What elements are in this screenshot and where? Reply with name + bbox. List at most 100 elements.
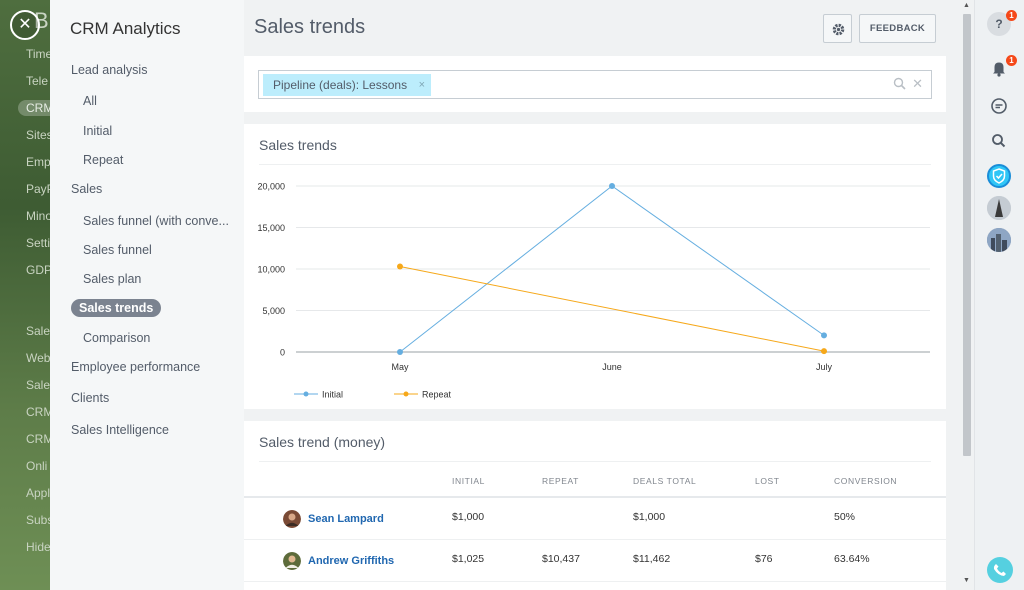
close-slider-button[interactable]: ✕: [10, 10, 40, 40]
background-app-sidebar: Bit Time Tele CRM Sites Emp PayP Mino Se…: [0, 0, 50, 590]
search-button[interactable]: [987, 129, 1011, 153]
legend-marker-repeat: [403, 391, 409, 397]
card-divider: [259, 164, 931, 165]
bg-menu-item: Hide: [26, 540, 50, 554]
settings-button[interactable]: [823, 14, 852, 43]
bg-menu-item: Sale: [26, 378, 50, 392]
vertical-scrollbar[interactable]: ▲ ▼: [960, 0, 974, 590]
x-tick-label: July: [816, 362, 833, 372]
bg-menu-item: Emp: [26, 155, 50, 169]
filter-tag-remove-icon[interactable]: ×: [418, 79, 426, 91]
avatar[interactable]: [283, 510, 301, 528]
nav-item-repeat[interactable]: Repeat: [83, 153, 124, 167]
column-header-lost[interactable]: LOST: [755, 476, 780, 486]
shield-icon: [992, 168, 1006, 184]
filter-tag[interactable]: Pipeline (deals): Lessons ×: [263, 74, 432, 96]
user-avatar-1[interactable]: [987, 196, 1011, 220]
table-card-title: Sales trend (money): [259, 434, 386, 450]
sales-trend-money-card: Sales trend (money) INITIAL REPEAT DEALS…: [244, 421, 946, 590]
x-tick-label: May: [391, 362, 409, 372]
bg-menu-item: Sites: [26, 128, 50, 142]
user-avatar-2[interactable]: [987, 228, 1011, 252]
nav-item-sales-funnel-conversion[interactable]: Sales funnel (with conve...: [83, 214, 229, 228]
nav-item-initial[interactable]: Initial: [83, 124, 113, 138]
bg-menu-item: CRM: [26, 405, 50, 419]
bg-menu-item: CRM: [26, 432, 50, 446]
bg-menu-item: Subs: [26, 513, 50, 527]
bg-menu-item: Web: [26, 351, 50, 365]
right-toolbar: ? 1 1: [974, 0, 1024, 590]
gear-icon: [832, 23, 845, 36]
nav-item-employee-performance[interactable]: Employee performance: [71, 360, 201, 374]
data-point-initial: [609, 183, 615, 189]
column-header-repeat[interactable]: REPEAT: [542, 476, 579, 486]
scroll-up-icon[interactable]: ▲: [963, 2, 970, 9]
help-icon: ?: [995, 17, 1003, 31]
bg-menu-item: Appl: [26, 486, 50, 500]
bg-menu-item: PayP: [26, 182, 50, 196]
user-name-link[interactable]: Sean Lampard: [308, 513, 384, 525]
chat-button[interactable]: [987, 94, 1011, 118]
analytics-slider-panel: CRM Analytics Lead analysis All Initial …: [50, 0, 974, 590]
column-header-conversion[interactable]: CONVERSION: [834, 476, 898, 486]
nav-item-lead-analysis[interactable]: Lead analysis: [71, 63, 148, 77]
nav-item-sales-intelligence[interactable]: Sales Intelligence: [71, 423, 169, 437]
search-icon[interactable]: [893, 77, 907, 91]
nav-item-clients[interactable]: Clients: [71, 391, 110, 405]
notifications-badge: 1: [1006, 55, 1017, 66]
analytics-nav: CRM Analytics Lead analysis All Initial …: [50, 0, 244, 590]
avatar: [987, 228, 1011, 252]
legend-marker-initial: [303, 391, 309, 397]
row-divider: [244, 581, 946, 582]
nav-item-all[interactable]: All: [83, 94, 97, 108]
scroll-down-icon[interactable]: ▼: [963, 577, 970, 584]
cell-deals-total: $11,462: [633, 553, 671, 565]
close-icon: ✕: [18, 16, 32, 33]
cell-deals-total: $1,000: [633, 511, 666, 523]
scroll-thumb[interactable]: [963, 14, 971, 456]
legend-label-initial: Initial: [322, 390, 343, 400]
cell-conversion: 63.64%: [834, 553, 870, 565]
search-icon: [992, 134, 1006, 148]
nav-item-comparison[interactable]: Comparison: [83, 331, 151, 345]
nav-item-sales[interactable]: Sales: [71, 182, 103, 196]
feedback-button[interactable]: FEEDBACK: [859, 14, 936, 43]
nav-item-sales-funnel[interactable]: Sales funnel: [83, 243, 152, 257]
filter-input[interactable]: Pipeline (deals): Lessons × ✕: [258, 70, 932, 99]
chart-card-title: Sales trends: [259, 137, 337, 153]
data-point-initial: [397, 349, 403, 355]
data-point-repeat: [397, 263, 403, 270]
data-point-initial: [821, 332, 827, 339]
column-header-deals-total[interactable]: DEALS TOTAL: [633, 476, 697, 486]
y-tick-label: 5,000: [262, 306, 285, 316]
user-name-link[interactable]: Andrew Griffiths: [308, 555, 395, 567]
chat-icon: [991, 98, 1007, 114]
avatar: [987, 196, 1011, 220]
nav-item-sales-trends[interactable]: Sales trends: [71, 299, 162, 317]
y-tick-label: 10,000: [257, 265, 285, 275]
avatar[interactable]: [283, 552, 301, 570]
data-point-repeat: [821, 348, 827, 355]
bg-menu-item: Time: [26, 47, 50, 61]
column-header-initial[interactable]: INITIAL: [452, 476, 486, 486]
y-tick-label: 15,000: [257, 223, 285, 233]
bg-menu-item: Mino: [26, 209, 50, 223]
security-shield-button[interactable]: [987, 164, 1011, 188]
help-badge: 1: [1006, 10, 1017, 21]
cell-repeat: $10,437: [542, 553, 580, 565]
bg-menu-item: Sale: [26, 324, 50, 338]
card-divider: [259, 461, 931, 462]
filter-tag-label: Pipeline (deals): Lessons: [273, 78, 408, 92]
bell-icon: [993, 62, 1005, 77]
cell-initial: $1,000: [452, 511, 485, 523]
notifications-button[interactable]: [987, 56, 1011, 80]
bg-menu-item: GDP: [26, 263, 50, 277]
call-button[interactable]: [987, 557, 1013, 583]
row-divider: [244, 539, 946, 540]
nav-item-sales-plan[interactable]: Sales plan: [83, 272, 142, 286]
clear-filter-icon[interactable]: ✕: [912, 76, 923, 91]
bg-menu-item: Setti: [26, 236, 50, 250]
page-title: Sales trends: [254, 16, 366, 38]
bg-menu-item-active: CRM: [18, 100, 50, 116]
cell-conversion: 50%: [834, 511, 856, 523]
